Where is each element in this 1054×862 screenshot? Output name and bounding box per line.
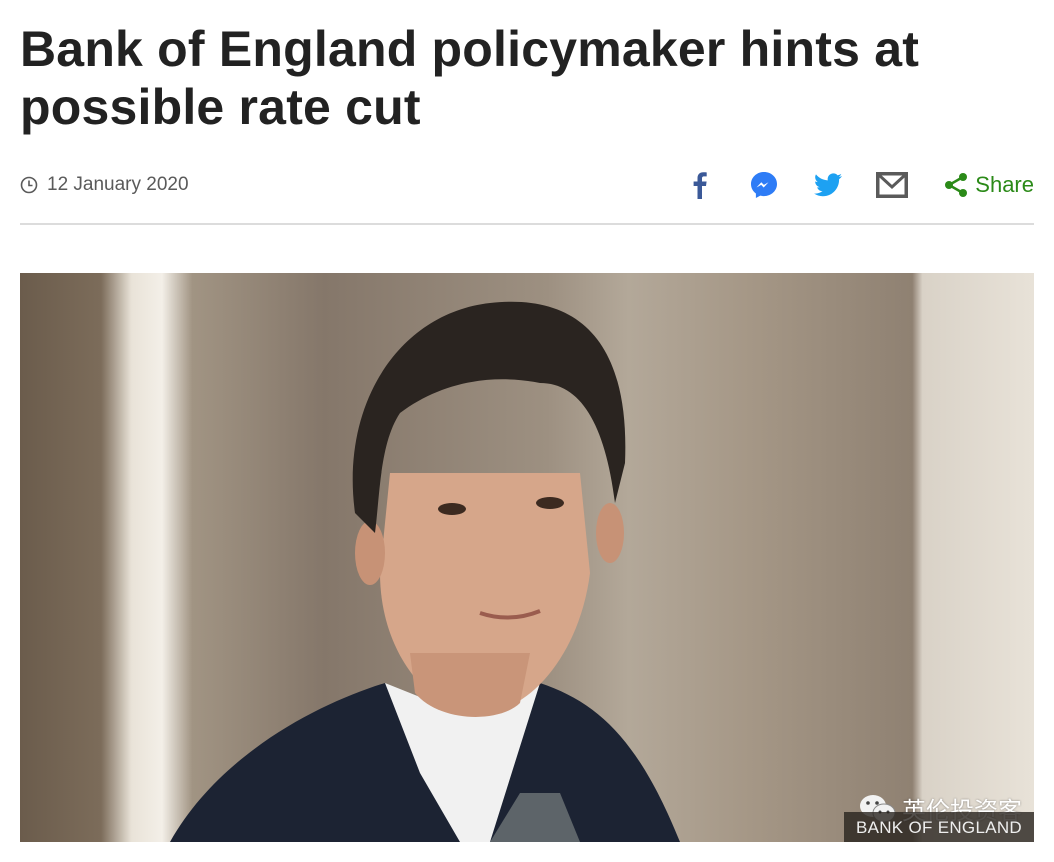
messenger-icon	[751, 172, 778, 198]
page-title: Bank of England policymaker hints at pos…	[20, 21, 920, 135]
portrait-figure	[170, 301, 680, 842]
share-facebook-button[interactable]	[683, 168, 717, 202]
twitter-icon	[814, 173, 843, 197]
article-date: 12 January 2020	[20, 174, 189, 196]
share-toolbar: Share	[653, 168, 1034, 202]
image-caption: BANK OF ENGLAND	[843, 812, 1034, 842]
share-icon	[945, 173, 968, 197]
email-icon	[876, 172, 909, 198]
share-twitter-button[interactable]	[811, 168, 845, 202]
facebook-icon	[693, 172, 707, 199]
divider	[20, 223, 1034, 225]
share-messenger-button[interactable]	[747, 168, 781, 202]
share-email-button[interactable]	[875, 168, 909, 202]
article-photo: 英伦投资客 BANK OF ENGLAND	[20, 273, 1034, 842]
clock-icon	[20, 176, 38, 194]
share-button[interactable]: Share	[943, 172, 1034, 198]
share-label: Share	[975, 172, 1034, 197]
date-text: 12 January 2020	[47, 174, 189, 195]
